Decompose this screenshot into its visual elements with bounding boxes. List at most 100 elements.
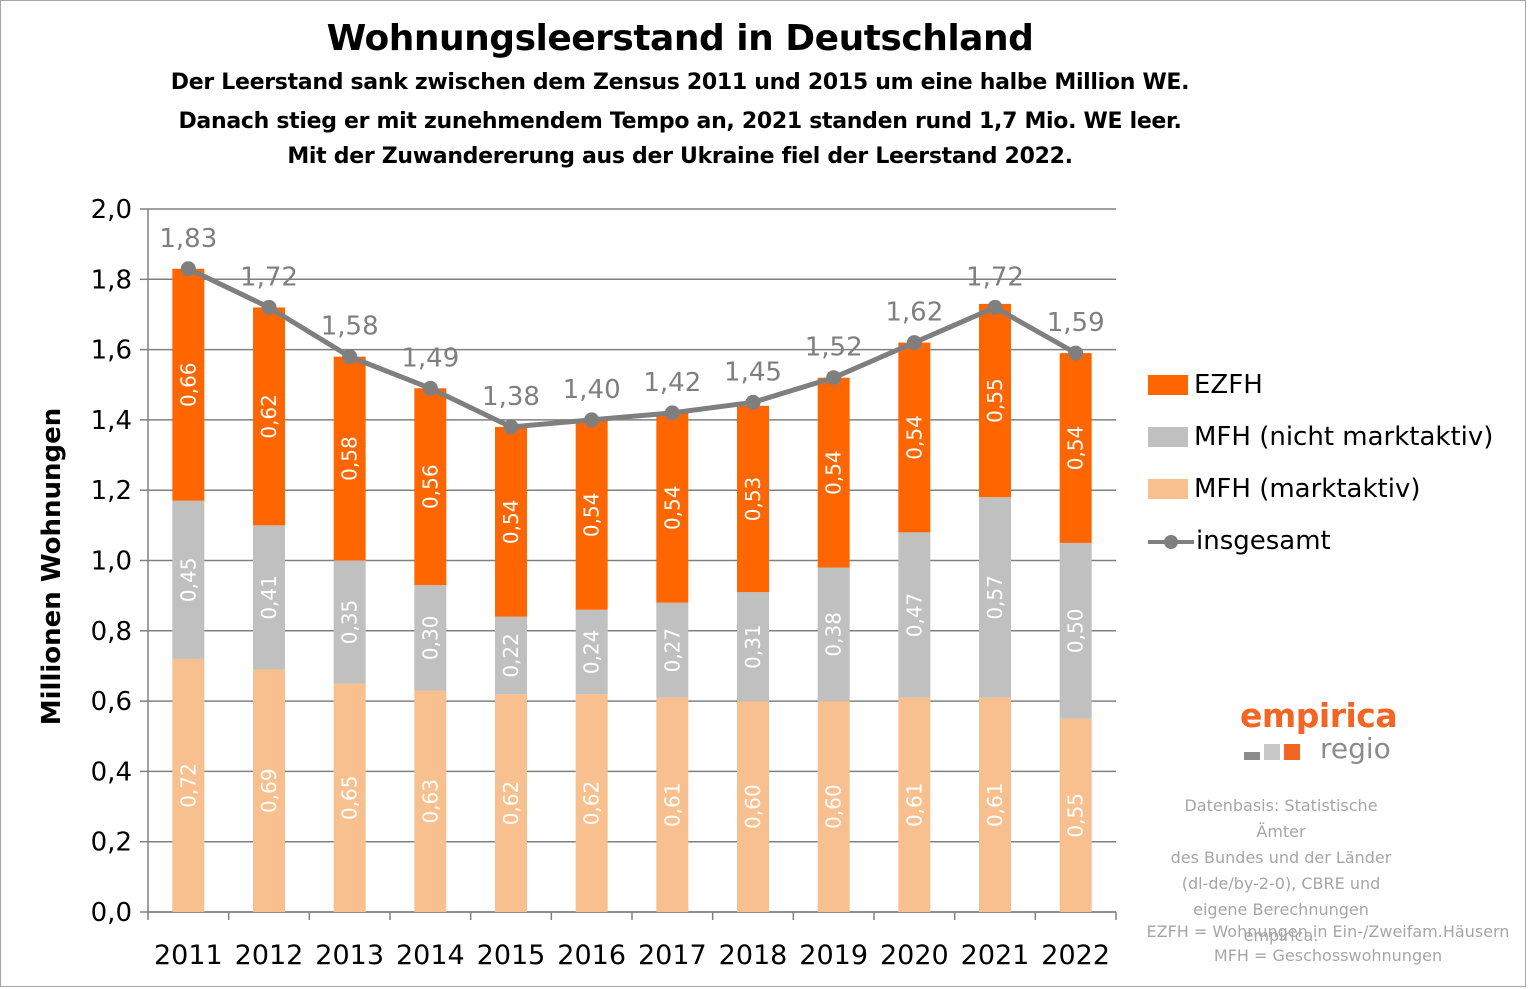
- total-point: [987, 299, 1003, 315]
- data-label-ezfh: 0,56: [418, 464, 442, 509]
- total-point: [342, 349, 358, 365]
- bar-segment-mfh-nicht-marktaktiv: [656, 602, 689, 698]
- data-label-mfh-nicht-marktaktiv: 0,50: [1064, 609, 1088, 654]
- data-label-mfh-nicht-marktaktiv: 0,30: [418, 616, 442, 661]
- data-label-mfh-nicht-marktaktiv: 0,35: [338, 600, 362, 645]
- y-axis-label: Millionen Wohnungen: [37, 408, 67, 726]
- chart-subtitle-line-3: Mit der Zuwandererung aus der Ukraine fi…: [287, 144, 1073, 169]
- note-mfh: MFH = Geschosswohnungen: [1213, 946, 1443, 965]
- y-tick-label: 0,4: [91, 757, 132, 787]
- x-tick-label: 2011: [154, 940, 223, 971]
- x-tick-label: 2022: [1041, 940, 1110, 971]
- y-tick-label: 1,8: [91, 265, 132, 295]
- source-note: Datenbasis: Statistische Ämter des Bunde…: [1166, 793, 1396, 949]
- y-tick-label: 1,2: [91, 476, 132, 506]
- data-label-mfh-nicht-marktaktiv: 0,31: [741, 624, 765, 669]
- x-tick-label: 2016: [557, 940, 626, 971]
- legend-item-mfh-nicht-marktaktiv: MFH (nicht marktaktiv): [1148, 422, 1493, 452]
- bar-segment-mfh-nicht-marktaktiv: [817, 567, 850, 702]
- total-data-label: 1,62: [885, 298, 943, 328]
- legend-swatch-mfh-nicht-marktaktiv: [1148, 427, 1188, 447]
- data-label-mfh-marktaktiv: 0,61: [983, 783, 1007, 828]
- total-data-label: 1,45: [724, 357, 782, 387]
- chart-subtitle-line-2: Danach stieg er mit zunehmendem Tempo an…: [178, 109, 1182, 134]
- data-label-ezfh: 0,53: [741, 477, 765, 522]
- legend-label-insgesamt: insgesamt: [1196, 526, 1331, 556]
- total-line: [187, 266, 1077, 430]
- bar-segment-ezfh: [333, 356, 366, 561]
- legend-label-ezfh: EZFH: [1194, 370, 1263, 400]
- data-label-mfh-marktaktiv: 0,69: [257, 768, 281, 813]
- source-line-4: eigene Berechnungen empirica.: [1193, 900, 1369, 945]
- x-tick-label: 2015: [477, 940, 546, 971]
- data-label-mfh-marktaktiv: 0,60: [741, 784, 765, 829]
- data-label-mfh-nicht-marktaktiv: 0,27: [660, 628, 684, 673]
- bar-segment-mfh-marktaktiv: [575, 694, 608, 912]
- total-point: [180, 261, 196, 277]
- x-tick-label: 2012: [235, 940, 304, 971]
- bar-segment-mfh-nicht-marktaktiv: [737, 592, 769, 702]
- y-tick-label: 1,0: [91, 547, 132, 577]
- total-point: [906, 335, 922, 351]
- data-label-ezfh: 0,58: [338, 436, 362, 481]
- bar-segment-mfh-nicht-marktaktiv: [414, 585, 447, 691]
- x-tick-label: 2020: [880, 940, 949, 971]
- abbreviation-notes: EZFH = Wohnungen in Ein-/Zweifam.Häusern…: [1128, 920, 1528, 968]
- chart-subtitle-line-1: Der Leerstand sank zwischen dem Zensus 2…: [170, 70, 1190, 95]
- bar-segment-mfh-nicht-marktaktiv: [898, 532, 931, 698]
- total-data-label: 1,52: [805, 333, 863, 363]
- bar-segment-ezfh: [898, 342, 931, 533]
- logo-square-dark-icon: [1244, 752, 1260, 760]
- logo-square-orange-icon: [1284, 744, 1300, 760]
- bar-segment-ezfh: [172, 268, 205, 501]
- data-label-mfh-nicht-marktaktiv: 0,47: [902, 593, 926, 638]
- data-label-mfh-marktaktiv: 0,63: [418, 779, 442, 824]
- x-tick-label: 2013: [315, 940, 384, 971]
- total-data-label: 1,58: [321, 312, 379, 342]
- data-label-mfh-nicht-marktaktiv: 0,24: [580, 630, 604, 675]
- empirica-regio-logo: empirica regio: [1240, 696, 1410, 770]
- total-point: [745, 394, 761, 410]
- data-label-ezfh: 0,54: [580, 493, 604, 538]
- bar-segment-ezfh: [979, 303, 1011, 498]
- data-label-mfh-nicht-marktaktiv: 0,57: [983, 575, 1007, 620]
- bar-segment-ezfh: [253, 307, 285, 526]
- legend-swatch-mfh-marktaktiv: [1148, 479, 1188, 499]
- total-point: [261, 299, 277, 315]
- total-data-label: 1,49: [401, 343, 459, 373]
- data-label-ezfh: 0,54: [902, 415, 926, 460]
- data-label-mfh-marktaktiv: 0,65: [338, 775, 362, 820]
- x-tick-label: 2017: [638, 940, 707, 971]
- bar-segment-mfh-nicht-marktaktiv: [575, 609, 608, 695]
- data-label-mfh-marktaktiv: 0,72: [176, 763, 200, 808]
- legend-label-mfh-marktaktiv: MFH (marktaktiv): [1194, 474, 1421, 504]
- bar-segment-mfh-nicht-marktaktiv: [172, 500, 205, 659]
- chart-title: Wohnungsleerstand in Deutschland: [326, 18, 1034, 59]
- data-label-mfh-marktaktiv: 0,61: [902, 783, 926, 828]
- data-label-mfh-nicht-marktaktiv: 0,22: [499, 633, 523, 678]
- data-label-mfh-marktaktiv: 0,55: [1064, 793, 1088, 838]
- bar-segment-mfh-nicht-marktaktiv: [495, 616, 527, 695]
- x-tick-label: 2018: [719, 940, 788, 971]
- total-data-label: 1,83: [159, 224, 217, 254]
- bar-segment-ezfh: [495, 426, 527, 617]
- data-label-ezfh: 0,66: [176, 362, 200, 407]
- bar-segment-mfh-marktaktiv: [656, 697, 689, 912]
- total-point: [826, 370, 842, 386]
- bar-segment-mfh-marktaktiv: [495, 694, 527, 912]
- data-label-mfh-marktaktiv: 0,62: [580, 781, 604, 826]
- legend-line-marker-icon: [1148, 531, 1194, 551]
- data-label-mfh-marktaktiv: 0,62: [499, 781, 523, 826]
- y-tick-label: 1,4: [91, 406, 132, 436]
- bar-segment-mfh-nicht-marktaktiv: [1059, 542, 1092, 719]
- total-data-label: 1,72: [240, 262, 298, 292]
- y-tick-label: 0,2: [91, 828, 132, 858]
- logo-subword: regio: [1320, 732, 1391, 765]
- bar-segment-ezfh: [737, 405, 769, 593]
- x-tick-label: 2014: [396, 940, 465, 971]
- bar-segment-mfh-marktaktiv: [333, 683, 366, 912]
- legend-item-ezfh: EZFH: [1148, 370, 1263, 400]
- bar-segment-mfh-marktaktiv: [172, 658, 205, 912]
